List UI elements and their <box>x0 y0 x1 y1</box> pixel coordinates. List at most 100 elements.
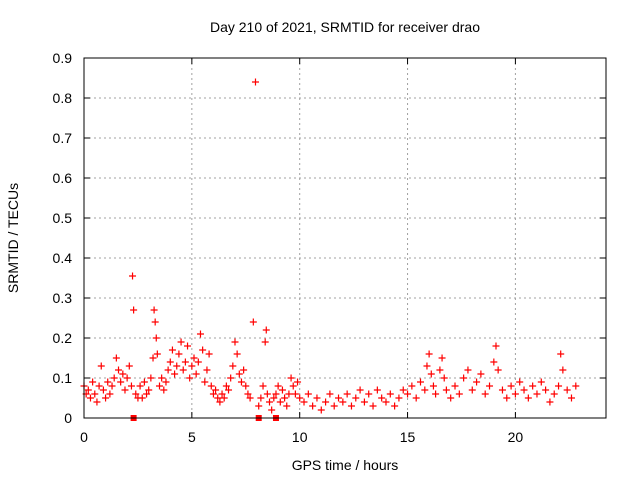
y-tick-label: 0.2 <box>53 330 73 346</box>
data-point <box>130 306 138 314</box>
data-point <box>542 386 550 394</box>
data-point <box>563 386 571 394</box>
data-point <box>423 362 431 370</box>
data-point <box>473 378 481 386</box>
data-point <box>158 374 166 382</box>
data-point <box>93 398 101 406</box>
data-point <box>229 362 237 370</box>
data-point <box>291 390 299 398</box>
data-point <box>278 386 286 394</box>
data-point <box>117 378 125 386</box>
data-point <box>147 374 155 382</box>
data-point <box>240 366 248 374</box>
data-point <box>283 402 291 410</box>
data-point <box>199 346 207 354</box>
x-tick-label: 10 <box>292 429 308 445</box>
data-point <box>498 386 506 394</box>
data-point <box>246 394 254 402</box>
data-point <box>177 338 185 346</box>
y-tick-label: 0.1 <box>53 370 73 386</box>
data-point <box>533 390 541 398</box>
data-point <box>115 366 123 374</box>
data-point <box>201 378 209 386</box>
data-point <box>97 362 105 370</box>
data-point <box>164 366 172 374</box>
data-point <box>214 394 222 402</box>
data-point <box>216 398 224 406</box>
data-point <box>382 398 390 406</box>
data-point <box>196 330 204 338</box>
data-point <box>352 394 360 402</box>
data-point <box>369 402 377 410</box>
data-point <box>451 382 459 390</box>
data-point <box>339 398 347 406</box>
data-point <box>168 346 176 354</box>
data-point <box>155 382 163 390</box>
y-tick-label: 0.7 <box>53 130 73 146</box>
data-point <box>132 390 140 398</box>
x-axis-label: GPS time / hours <box>292 457 399 473</box>
data-point <box>276 398 284 406</box>
data-point <box>326 390 334 398</box>
data-point <box>529 382 537 390</box>
data-point <box>99 386 107 394</box>
data-point <box>395 394 403 402</box>
data-point <box>194 358 202 366</box>
data-point <box>296 394 304 402</box>
data-point <box>242 382 250 390</box>
data-point <box>268 406 276 414</box>
data-point <box>266 398 274 406</box>
data-point <box>557 350 565 358</box>
data-point <box>263 390 271 398</box>
data-point <box>436 366 444 374</box>
data-point <box>503 394 511 402</box>
data-point <box>188 362 196 370</box>
data-point <box>537 378 545 386</box>
data-point <box>138 394 146 402</box>
data-point <box>408 382 416 390</box>
data-point <box>272 390 280 398</box>
data-point <box>160 386 168 394</box>
data-point <box>524 394 532 402</box>
data-point <box>151 318 159 326</box>
data-point <box>259 382 267 390</box>
data-point <box>432 390 440 398</box>
data-point <box>104 378 112 386</box>
data-point <box>129 272 137 280</box>
data-point <box>330 402 338 410</box>
data-point <box>427 370 435 378</box>
y-tick-label: 0.4 <box>53 250 73 266</box>
data-point <box>559 366 567 374</box>
data-point <box>416 378 424 386</box>
data-point <box>251 78 259 86</box>
data-point <box>486 382 494 390</box>
data-point <box>233 350 241 358</box>
gridlines <box>84 58 606 418</box>
data-point <box>166 358 174 366</box>
data-point <box>494 366 502 374</box>
data-point <box>84 386 92 394</box>
data-point <box>335 394 343 402</box>
data-point <box>89 378 97 386</box>
data-point <box>356 386 364 394</box>
data-point <box>86 394 94 402</box>
data-point <box>203 366 211 374</box>
y-tick-label: 0.5 <box>53 210 73 226</box>
data-point <box>294 378 302 386</box>
data-point <box>237 378 245 386</box>
data-point <box>300 398 308 406</box>
data-point <box>399 386 407 394</box>
data-point <box>95 382 103 390</box>
data-point <box>255 402 263 410</box>
data-point <box>285 390 293 398</box>
data-point <box>429 382 437 390</box>
data-point <box>546 398 554 406</box>
data-point <box>153 350 161 358</box>
y-axis-label: SRMTID / TECUs <box>5 183 21 293</box>
data-point <box>244 390 252 398</box>
data-point <box>442 386 450 394</box>
data-point <box>492 342 500 350</box>
data-point <box>378 394 386 402</box>
y-tick-label: 0 <box>64 410 72 426</box>
data-point <box>304 390 312 398</box>
